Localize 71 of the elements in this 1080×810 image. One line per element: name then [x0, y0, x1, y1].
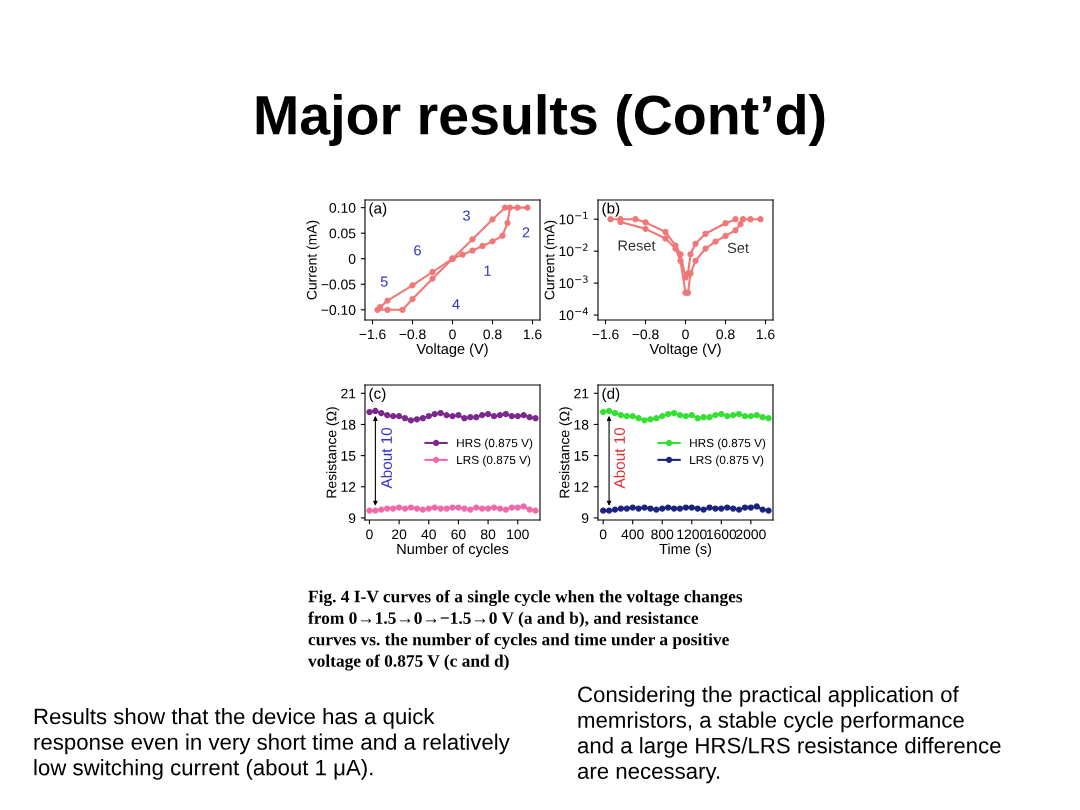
y-tick-label: 0.10: [329, 202, 356, 213]
y-tick-label: 12: [574, 482, 589, 492]
annotation: Reset: [618, 240, 656, 251]
caption: Fig. 4 I-V curves of a single cycle when the voltage changes from 0→1.5→0→−1.5→0 V (a and b), and resistance curves vs. the number of cycles and time under a positive voltage of 0.875 V (c and d): [308, 590, 743, 671]
annotation: About 10: [613, 427, 625, 489]
annotation: About 10: [380, 427, 392, 489]
text: Major results (Cont’d): [256, 94, 825, 146]
y-tick-label: −0.05: [321, 279, 356, 290]
y-tick-label: 15: [574, 451, 589, 461]
x-tick-label: −1.6: [359, 329, 386, 340]
y-axis-title: Current (mA): [306, 220, 320, 300]
y-tick-label: 21: [574, 388, 589, 399]
x-tick-label: 100: [507, 529, 529, 540]
legend-label: LRS (0.875 V): [690, 455, 764, 467]
x-tick-label: −1.6: [592, 329, 619, 340]
text: Considering the practical application of memristors, a stable cycle performance and a large HRS/LRS resistance difference are necessary.: [577, 686, 1001, 784]
x-axis-title: Time (s): [659, 543, 712, 557]
x-tick-label: 0: [366, 529, 373, 540]
y-tick-label: 0: [348, 254, 356, 264]
x-tick-label: −0.8: [632, 329, 659, 340]
x-tick-label: 0: [449, 329, 456, 340]
x-tick-label: −0.8: [399, 329, 426, 340]
y-tick-label: 10$^{−4}$: [559, 307, 588, 321]
x-tick-label: 60: [451, 529, 466, 540]
y-tick-label: 18: [341, 419, 356, 430]
chart-title: (c): [369, 387, 386, 402]
x-tick-label: 1.6: [756, 329, 775, 340]
x-axis-title: Voltage (V): [416, 343, 488, 357]
annotation: 1: [484, 265, 491, 276]
x-tick-label: 400: [621, 529, 644, 540]
x-tick-label: 0.8: [716, 329, 735, 340]
annotation: 3: [463, 210, 470, 221]
x-tick-label: 0: [682, 329, 689, 340]
y-tick-label: 9: [348, 513, 356, 524]
annotation: 5: [380, 276, 388, 287]
y-tick-label: 12: [341, 482, 356, 492]
x-tick-label: 2000: [736, 529, 766, 540]
x-tick-label: 80: [480, 529, 496, 540]
annotation: 6: [414, 245, 421, 256]
x-tick-label: 0: [599, 529, 607, 540]
y-tick-label: 18: [574, 419, 589, 430]
y-tick-label: 10$^{−2}$: [559, 243, 588, 257]
x-tick-label: 800: [651, 529, 674, 540]
annotation: Set: [727, 242, 749, 254]
y-tick-label: −0.10: [321, 305, 356, 315]
x-axis-title: Voltage (V): [649, 343, 721, 357]
annotation: 4: [452, 299, 460, 310]
x-tick-label: 40: [421, 529, 436, 540]
x-tick-label: 1.6: [523, 329, 542, 340]
chart-title: (a): [369, 202, 387, 217]
x-tick-label: 1200: [677, 529, 707, 540]
x-axis-title: Number of cycles: [397, 543, 509, 557]
chart-title: (d): [602, 387, 620, 402]
x-tick-label: 0.8: [483, 329, 502, 340]
annotation: 2: [522, 227, 530, 238]
y-tick-label: 21: [341, 388, 356, 399]
y-tick-label: 10$^{−3}$: [559, 275, 588, 289]
y-axis-title: Current (mA): [544, 220, 558, 300]
legend-label: LRS (0.875 V): [457, 455, 531, 467]
legend-label: HRS (0.875 V): [457, 438, 533, 450]
y-tick-label: 9: [581, 513, 589, 524]
chart-title: (b): [602, 202, 620, 217]
y-axis-title: Resistance (Ω): [559, 407, 573, 498]
y-axis-title: Resistance (Ω): [326, 407, 340, 498]
x-tick-label: 20: [392, 529, 407, 540]
y-tick-label: 15: [341, 451, 356, 461]
y-tick-label: 10$^{−1}$: [559, 211, 588, 225]
x-tick-label: 1600: [706, 529, 737, 540]
legend-label: HRS (0.875 V): [690, 438, 766, 450]
y-tick-label: 0.05: [329, 228, 356, 239]
text: Results show that the device has a quick response even in very short time and a relatively low switching current (about 1 μA).: [34, 708, 510, 780]
